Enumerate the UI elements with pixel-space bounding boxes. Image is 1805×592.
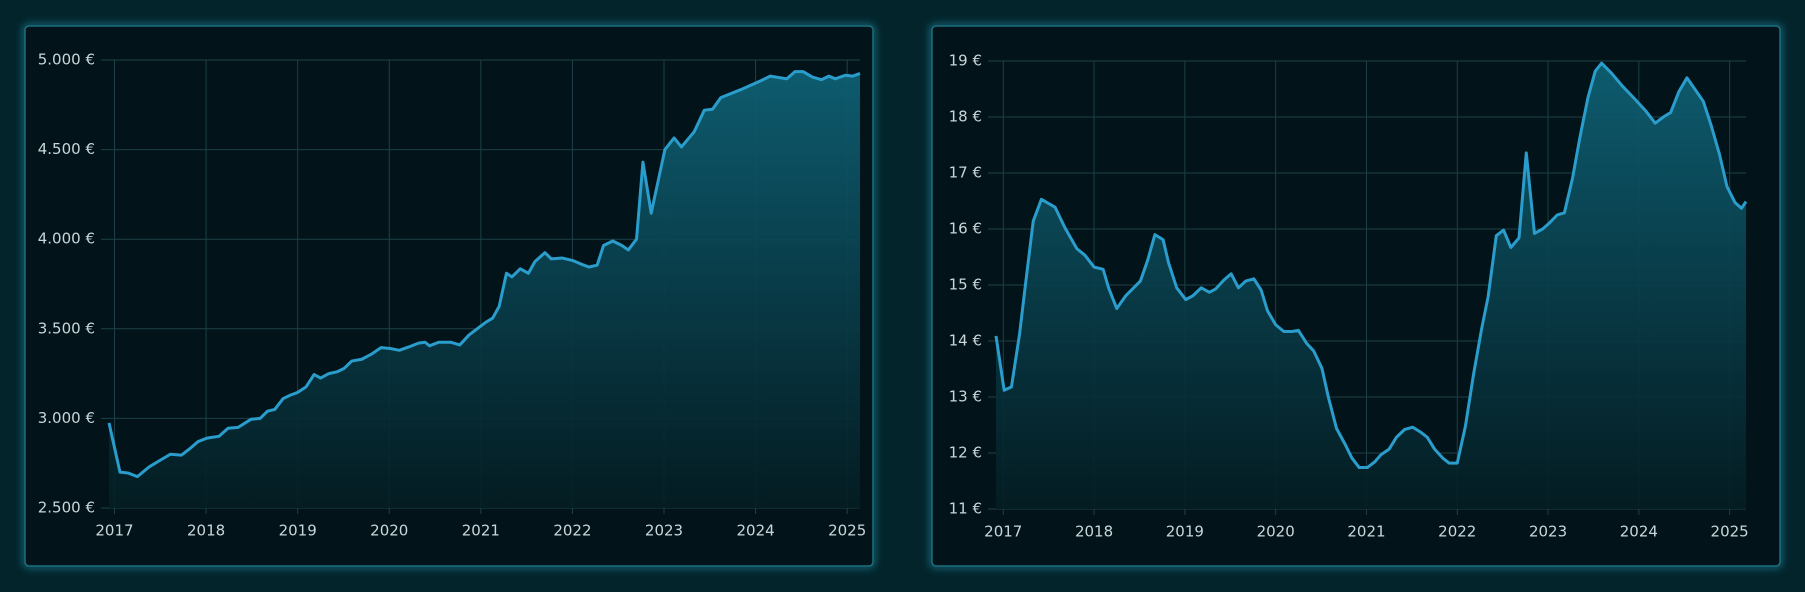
area (996, 63, 1746, 510)
y-tick-label: 4.500 € (38, 140, 95, 158)
x-tick-label: 2023 (645, 522, 683, 540)
y-tick-label: 5.000 € (38, 51, 95, 69)
area (109, 71, 860, 509)
x-tick-label: 2021 (1347, 523, 1385, 541)
x-tick-label: 2025 (828, 522, 866, 540)
y-tick-label: 2.500 € (38, 499, 95, 517)
y-tick-label: 13 € (949, 388, 982, 406)
y-tick-label: 3.500 € (38, 319, 95, 337)
x-tick-label: 2020 (1257, 523, 1295, 541)
x-tick-label: 2024 (1620, 523, 1658, 541)
line (107, 70, 861, 479)
x-tick-label: 2019 (1166, 523, 1204, 541)
x-tick-label: 2020 (370, 522, 408, 540)
x-tick-label: 2025 (1711, 523, 1749, 541)
y-tick-label: 17 € (949, 164, 982, 182)
x-tick-label: 2017 (984, 523, 1022, 541)
x-tick-label: 2018 (187, 522, 225, 540)
y-tick-label: 12 € (949, 444, 982, 462)
y-tick-label: 11 € (949, 500, 982, 518)
y-tick-label: 4.000 € (38, 230, 95, 248)
y-tick-label: 14 € (949, 332, 982, 350)
y-tick-label: 16 € (949, 220, 982, 238)
x-tick-label: 2024 (736, 522, 774, 540)
line (994, 61, 1748, 470)
y-tick-label: 15 € (949, 276, 982, 294)
x-tick-label: 2022 (553, 522, 591, 540)
x-tick-label: 2019 (279, 522, 317, 540)
y-tick-label: 19 € (949, 52, 982, 70)
x-tick-label: 2017 (95, 522, 133, 540)
y-tick-label: 3.000 € (38, 409, 95, 427)
x-tick-label: 2021 (462, 522, 500, 540)
y-tick-label: 18 € (949, 108, 982, 126)
x-tick-label: 2022 (1438, 523, 1476, 541)
x-tick-label: 2018 (1075, 523, 1113, 541)
x-tick-label: 2023 (1529, 523, 1567, 541)
